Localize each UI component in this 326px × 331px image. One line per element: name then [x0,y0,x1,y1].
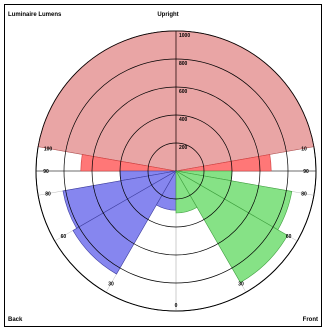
wedge-upright-0 [37,30,177,172]
angle-label: 100 [44,146,53,152]
wedge-upright-0 [175,30,315,172]
ring-tick-label: 800 [179,61,188,67]
wedge-band-90-100-0 [80,154,177,172]
angle-label: 30 [108,282,114,288]
polar-chart-figure: Luminaire Lumens Upright Back Front 200 4… [4,4,322,327]
ring-tick-label: 1000 [179,33,190,39]
angle-label: 60 [286,234,292,240]
ring-tick-label: 400 [179,117,188,123]
wedge-band-90-100-0 [175,154,272,172]
chart-title: Upright [157,12,178,18]
chart-labels: Luminaire Lumens Upright Back Front 200 4… [8,12,318,323]
angle-label: 80 [301,192,307,198]
corner-label-top-left: Luminaire Lumens [8,12,62,18]
angle-label: 10 [301,146,307,152]
wedge-back-2 [72,170,177,275]
ring-tick-label: 200 [179,145,188,151]
wedge-front-2 [175,170,288,283]
angle-label: 0 [175,303,178,309]
corner-label-bottom-left: Back [8,317,23,323]
polar-chart: Luminaire Lumens Upright Back Front 200 4… [8,12,318,323]
corner-label-bottom-right: Front [303,317,318,323]
angle-label: 60 [61,234,67,240]
angle-label: 30 [238,282,244,288]
ring-tick-label: 600 [179,89,188,95]
chart-rings [35,30,317,312]
chart-wedges [37,30,315,283]
angle-label: 90 [43,169,49,175]
angle-label: 80 [45,192,51,198]
wedge-front-3 [175,169,198,214]
angle-label: 90 [303,169,309,175]
